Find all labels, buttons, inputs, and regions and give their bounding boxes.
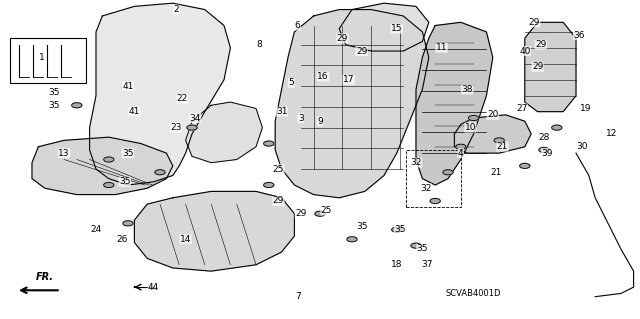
Circle shape [155,170,165,175]
Circle shape [539,147,549,152]
Circle shape [264,141,274,146]
Text: 29: 29 [337,34,348,43]
Polygon shape [339,3,429,51]
Polygon shape [416,22,493,185]
Text: 44: 44 [148,283,159,292]
Text: 21: 21 [490,168,502,177]
Polygon shape [525,22,576,112]
Text: 18: 18 [391,260,403,269]
Polygon shape [90,3,230,185]
Text: 12: 12 [605,130,617,138]
Text: 27: 27 [516,104,527,113]
Text: 35: 35 [122,149,134,158]
Text: 29: 29 [295,209,307,218]
Text: 41: 41 [122,82,134,91]
Polygon shape [134,191,294,271]
Circle shape [443,170,453,175]
Text: 36: 36 [573,31,585,40]
Text: 25: 25 [273,165,284,174]
Text: 35: 35 [119,177,131,186]
Polygon shape [32,137,173,195]
Text: 35: 35 [49,101,60,110]
Circle shape [520,163,530,168]
Text: 7: 7 [295,292,300,301]
Circle shape [468,115,479,121]
Polygon shape [186,102,262,163]
Text: 15: 15 [391,24,403,33]
Text: 29: 29 [532,63,543,71]
Text: 1: 1 [39,53,44,62]
Circle shape [430,198,440,204]
Text: SCVAB4001D: SCVAB4001D [446,289,501,298]
Text: 37: 37 [422,260,433,269]
Text: 4: 4 [458,149,463,158]
Circle shape [315,211,325,216]
Circle shape [104,182,114,188]
Text: 17: 17 [343,75,355,84]
Circle shape [187,125,197,130]
Text: 5: 5 [289,78,294,87]
Text: 29: 29 [273,197,284,205]
Text: 29: 29 [356,47,367,56]
Text: 30: 30 [577,142,588,151]
Polygon shape [275,10,429,198]
Text: 24: 24 [90,225,102,234]
Text: 20: 20 [487,110,499,119]
Text: 35: 35 [417,244,428,253]
Text: 32: 32 [420,184,431,193]
Text: 3: 3 [298,114,303,122]
Text: 10: 10 [465,123,476,132]
Polygon shape [454,115,531,153]
Text: 8: 8 [257,40,262,49]
Text: 31: 31 [276,107,287,116]
Text: 35: 35 [49,88,60,97]
Circle shape [456,144,466,149]
Text: 11: 11 [436,43,447,52]
Text: 34: 34 [189,114,201,122]
Bar [10,38,86,83]
Text: 6: 6 [295,21,300,30]
Circle shape [552,125,562,130]
Text: 13: 13 [58,149,70,158]
Circle shape [392,227,402,232]
Text: 16: 16 [317,72,329,81]
Text: 21: 21 [497,142,508,151]
Text: 25: 25 [321,206,332,215]
Circle shape [104,157,114,162]
Text: 38: 38 [461,85,473,94]
Text: 39: 39 [541,149,553,158]
Circle shape [411,243,421,248]
Text: 41: 41 [129,107,140,116]
Text: FR.: FR. [36,272,54,282]
Text: 2: 2 [173,5,179,14]
Text: 14: 14 [180,235,191,244]
Text: 28: 28 [538,133,550,142]
Circle shape [72,103,82,108]
Text: 32: 32 [410,158,422,167]
Circle shape [494,138,504,143]
Text: 26: 26 [116,235,127,244]
Text: 22: 22 [177,94,188,103]
Text: 19: 19 [580,104,591,113]
Text: 40: 40 [519,47,531,56]
Bar [406,150,461,207]
Text: 29: 29 [535,40,547,49]
Text: 35: 35 [394,225,406,234]
Text: 29: 29 [529,18,540,27]
Text: 9: 9 [317,117,323,126]
Circle shape [264,182,274,188]
Text: 35: 35 [356,222,367,231]
Circle shape [123,221,133,226]
Circle shape [347,237,357,242]
Text: 23: 23 [170,123,182,132]
